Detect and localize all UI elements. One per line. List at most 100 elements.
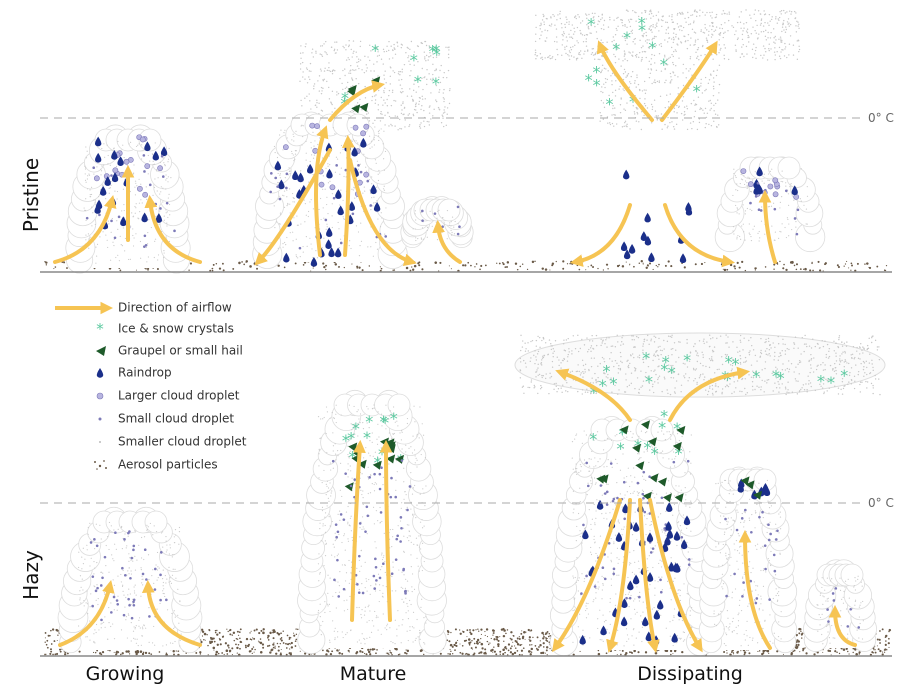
droplet [678, 26, 679, 27]
droplet [783, 20, 784, 21]
droplet [340, 152, 341, 153]
droplet [279, 134, 280, 135]
aerosol [838, 266, 840, 268]
droplet [702, 109, 703, 110]
droplet [609, 17, 610, 18]
droplet [717, 70, 718, 71]
droplet [641, 57, 642, 58]
droplet [538, 351, 539, 352]
aerosol [503, 635, 505, 637]
droplet [712, 394, 713, 395]
droplet [661, 113, 662, 114]
droplet [537, 367, 538, 368]
aerosol [519, 266, 521, 268]
aerosol [484, 648, 486, 650]
aerosol [450, 644, 451, 645]
droplet [441, 65, 442, 66]
droplet [697, 129, 698, 130]
droplet [390, 67, 391, 68]
droplet [155, 142, 156, 143]
droplet [344, 75, 345, 76]
droplet [741, 174, 742, 175]
aerosol [295, 645, 297, 647]
droplet [634, 82, 635, 83]
aerosol [135, 653, 136, 654]
droplet [727, 336, 728, 337]
droplet [411, 96, 412, 97]
droplet [775, 232, 776, 233]
aerosol [246, 260, 248, 262]
droplet [752, 49, 753, 50]
droplet [592, 48, 593, 49]
droplet [350, 248, 351, 249]
droplet [164, 164, 165, 165]
droplet [598, 16, 599, 17]
aerosol [610, 650, 612, 652]
droplet [786, 11, 787, 12]
droplet [684, 114, 685, 115]
droplet [582, 393, 583, 394]
droplet [549, 373, 550, 374]
droplet [794, 11, 795, 12]
aerosol [517, 650, 519, 652]
droplet [854, 357, 855, 358]
droplet [355, 78, 356, 79]
aerosol [531, 648, 533, 650]
droplet [839, 335, 840, 336]
droplet [365, 167, 366, 168]
aerosol [281, 637, 283, 639]
droplet [615, 346, 616, 347]
droplet [773, 390, 774, 391]
aerosol [556, 261, 557, 262]
droplet [740, 340, 741, 341]
aerosol [46, 644, 48, 646]
droplet [586, 38, 587, 39]
aerosol [777, 264, 778, 265]
droplet [293, 217, 294, 218]
aerosol [390, 652, 392, 654]
droplet [713, 81, 714, 82]
droplet [330, 71, 331, 72]
droplet [543, 375, 544, 376]
droplet [547, 354, 548, 355]
droplet [530, 341, 531, 342]
aerosol [656, 265, 657, 266]
droplet [364, 86, 365, 87]
droplet [684, 18, 685, 19]
aerosol [493, 646, 494, 647]
droplet [135, 181, 136, 182]
droplet [117, 198, 118, 199]
droplet [636, 56, 637, 57]
droplet [653, 392, 654, 393]
droplet [828, 357, 829, 358]
droplet [758, 387, 759, 388]
aerosol [136, 270, 137, 271]
droplet [99, 236, 100, 237]
droplet [750, 236, 751, 237]
droplet [759, 237, 760, 238]
droplet [670, 82, 671, 83]
droplet [535, 41, 536, 42]
droplet [560, 362, 561, 363]
droplet [877, 349, 878, 350]
aerosol [99, 652, 101, 654]
aerosol [649, 262, 651, 264]
aerosol [119, 270, 121, 272]
droplet [544, 40, 545, 41]
droplet [744, 388, 745, 389]
droplet [693, 20, 694, 21]
aerosol [542, 267, 544, 269]
droplet [711, 356, 712, 357]
aerosol [885, 635, 887, 637]
droplet [91, 225, 92, 226]
droplet [663, 340, 664, 341]
droplet [652, 24, 653, 25]
aerosol [348, 650, 350, 652]
droplet [652, 26, 653, 27]
droplet [723, 55, 724, 56]
droplet [694, 44, 695, 45]
droplet [632, 41, 633, 42]
droplet [721, 356, 722, 357]
droplet [690, 58, 691, 59]
aerosol [272, 630, 273, 631]
